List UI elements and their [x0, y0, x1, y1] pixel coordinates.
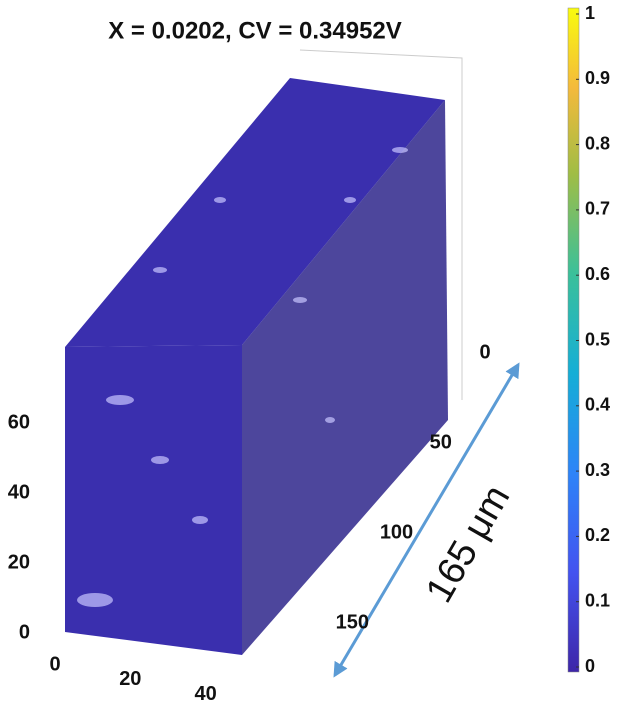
colorbar-tick-label: 0.9: [585, 68, 610, 88]
colorbar-tick-label: 0.1: [585, 590, 610, 610]
annotation: 165 μm: [418, 478, 518, 609]
dimension-arrow: [333, 362, 520, 678]
z-tick-label: 20: [8, 551, 30, 573]
colorbar-tick-label: 0.7: [585, 199, 610, 219]
bounding-box: [299, 49, 463, 400]
z-tick-label: 0: [19, 621, 30, 643]
y-tick-label: 150: [336, 611, 369, 633]
x-tick-label: 40: [195, 683, 217, 705]
x-tick-label: 0: [49, 653, 60, 675]
colorbar-tick-label: 1: [585, 3, 595, 23]
y-tick-label: 100: [380, 521, 413, 543]
colorbar-tick-label: 0.5: [585, 329, 610, 349]
colorbar-tick-label: 0: [585, 656, 595, 676]
z-tick-label: 60: [8, 411, 30, 433]
x-tick-label: 20: [119, 668, 141, 690]
chart-title: X = 0.0202, CV = 0.34952V: [108, 17, 402, 44]
colorbar-tick-label: 0.4: [585, 395, 610, 415]
colorbar-tick-label: 0.6: [585, 264, 610, 284]
volume: [65, 49, 463, 655]
top-face: [65, 78, 445, 347]
y-tick-label: 50: [430, 431, 452, 453]
colorbar-tick-label: 0.8: [585, 133, 610, 153]
z-tick-label: 40: [8, 481, 30, 503]
colorbar-tick-label: 0.2: [585, 525, 610, 545]
colorbar-tick-label: 0.3: [585, 460, 610, 480]
y-tick-label: 0: [479, 341, 490, 363]
front-face: [65, 345, 242, 655]
